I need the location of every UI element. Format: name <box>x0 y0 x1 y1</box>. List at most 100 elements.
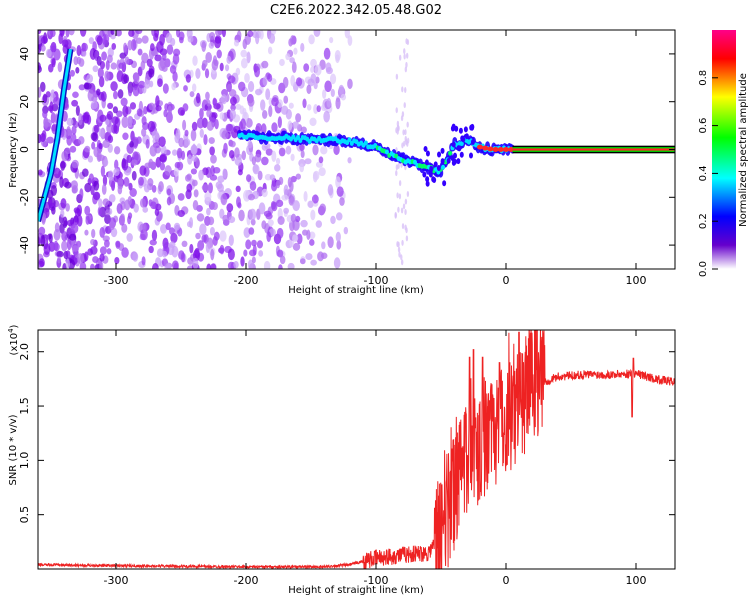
spectrogram-noise-speck <box>88 173 95 184</box>
spectrogram-noise-speck <box>267 46 273 55</box>
spectrogram-noise-speck <box>249 208 257 221</box>
spectrogram-noise-speck <box>110 30 115 35</box>
spectrogram-noise-speck <box>184 138 191 147</box>
spectrogram-noise-speck <box>141 256 146 266</box>
spectrogram-noise-speck <box>192 257 199 269</box>
spectrogram-noise-speck <box>290 213 297 223</box>
ridge-scatter <box>442 180 447 187</box>
spectrogram-noise-speck <box>135 37 143 44</box>
spectrogram-noise-speck <box>327 184 334 196</box>
spectrogram-noise-speck <box>196 213 205 222</box>
spectrogram-noise-speck <box>312 171 318 183</box>
spectrogram-noise-speck <box>256 240 264 249</box>
spectrogram-noise-speck <box>290 35 296 46</box>
spectrogram-noise-speck <box>397 246 401 253</box>
spectrogram-noise-speck <box>149 145 157 157</box>
spectrogram-noise-speck <box>79 188 84 200</box>
spectrogram-noise-speck <box>312 144 319 156</box>
spectrogram-noise-speck <box>347 157 352 164</box>
spectrogram-noise-speck <box>38 87 42 98</box>
spectrogram-noise-speck <box>219 112 225 120</box>
spectrogram-noise-speck <box>138 176 144 186</box>
spectrogram-noise-speck <box>203 134 208 146</box>
spectrogram-noise-speck <box>229 108 236 120</box>
spectrogram-noise-speck <box>219 62 224 72</box>
spectrogram-noise-speck <box>65 30 70 38</box>
spectrogram-noise-speck <box>190 129 197 142</box>
ridge-peak <box>477 144 483 150</box>
spectrogram-noise-speck <box>406 137 410 144</box>
spectrogram-noise-speck <box>402 129 405 136</box>
spectrogram-noise-speck <box>326 97 332 108</box>
spectrogram-noise-speck <box>401 86 404 93</box>
spectrogram-noise-speck <box>38 226 46 236</box>
spectrogram-noise-speck <box>228 216 236 224</box>
spectrogram-noise-speck <box>136 108 143 117</box>
spectrogram-noise-speck <box>161 53 167 61</box>
spectrogram-noise-speck <box>313 103 319 115</box>
spectrogram-noise-speck <box>97 154 105 161</box>
y-tick-label: -20 <box>18 188 31 206</box>
spectrogram-noise-speck <box>277 116 282 129</box>
spectrogram-noise-speck <box>283 95 289 104</box>
spectrogram-noise-speck <box>182 119 187 131</box>
spectrogram-noise-speck <box>173 167 179 177</box>
spectrogram-noise-speck <box>254 66 261 78</box>
spectrogram-noise-speck <box>291 61 297 74</box>
spectrogram-noise-speck <box>250 218 256 226</box>
spectrogram-noise-speck <box>208 41 215 49</box>
spectrogram-noise-speck <box>281 194 289 201</box>
spectrogram-noise-speck <box>110 62 117 70</box>
ridge-scatter <box>459 151 464 158</box>
spectrogram-noise-speck <box>70 180 79 190</box>
spectrogram-noise-speck <box>40 36 49 44</box>
spectrogram-noise-speck <box>173 262 179 269</box>
spectrogram-noise-speck <box>76 204 83 217</box>
ridge-core <box>363 140 368 146</box>
spectrogram-noise-speck <box>209 146 215 156</box>
spectrogram-noise-speck <box>229 140 236 148</box>
spectrogram-noise-speck <box>154 54 162 62</box>
spectrogram-noise-speck <box>129 140 134 148</box>
spectrogram-noise-speck <box>38 258 45 267</box>
spectrogram-noise-speck <box>263 260 271 269</box>
ridge-scatter <box>464 133 469 140</box>
spectrogram-noise-speck <box>154 208 160 216</box>
spectrogram-noise-speck <box>347 78 353 90</box>
spectrogram-noise-speck <box>193 189 199 198</box>
spectrogram-noise-speck <box>406 39 410 46</box>
spectrogram-noise-speck <box>115 241 121 249</box>
spectrogram-noise-speck <box>215 30 222 37</box>
y-tick-label: 20 <box>18 95 31 109</box>
spectrogram-noise-speck <box>38 169 43 176</box>
spectrogram-noise-speck <box>305 253 313 260</box>
spectrogram-noise-speck <box>287 262 295 269</box>
spectrogram-noise-speck <box>271 97 279 107</box>
spectrogram-noise-speck <box>219 230 227 242</box>
spectrogram-noise-speck <box>400 207 404 214</box>
spectrogram-noise-speck <box>147 120 156 132</box>
spectrogram-noise-speck <box>212 236 218 246</box>
spectrogram-noise-speck <box>64 181 72 189</box>
spectrogram-noise-speck <box>176 147 183 159</box>
spectrogram-noise-speck <box>405 52 409 59</box>
ridge-scatter <box>470 138 475 145</box>
spectrogram-noise-speck <box>306 104 312 111</box>
spectrogram-noise-speck <box>285 53 291 61</box>
spectrogram-noise-speck <box>146 58 153 68</box>
spectrogram-noise-speck <box>283 207 290 214</box>
ridge-scatter <box>423 145 428 152</box>
spectrogram-noise-speck <box>167 105 172 118</box>
spectrogram-noise-speck <box>46 48 52 58</box>
ridge-scatter <box>425 176 430 183</box>
spectrogram-noise-speck <box>260 99 266 111</box>
ridge-core <box>296 134 300 140</box>
spectrogram-noise-speck <box>318 156 324 164</box>
spectrogram-noise-speck <box>50 30 56 38</box>
spectrogram-noise-speck <box>84 145 91 153</box>
spectrogram-noise-speck <box>261 123 267 135</box>
spectrogram-noise-speck <box>269 174 276 181</box>
spectrogram-noise-speck <box>155 105 162 112</box>
spectrogram-noise-speck <box>395 73 399 80</box>
spectrogram-noise-speck <box>319 203 327 214</box>
